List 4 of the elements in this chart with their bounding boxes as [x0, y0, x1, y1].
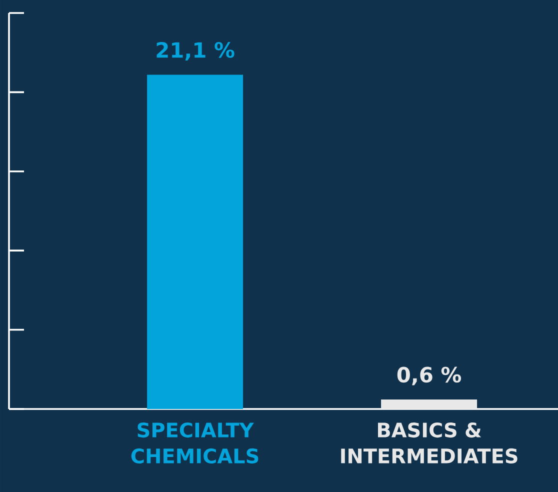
x-tick-label: BASICS & INTERMEDIATES	[341, 422, 518, 464]
x-tick-label: SPECIALTY CHEMICALS	[131, 422, 258, 464]
data-label: 21,1 %	[156, 42, 234, 61]
data-label: 0,6 %	[397, 366, 462, 386]
